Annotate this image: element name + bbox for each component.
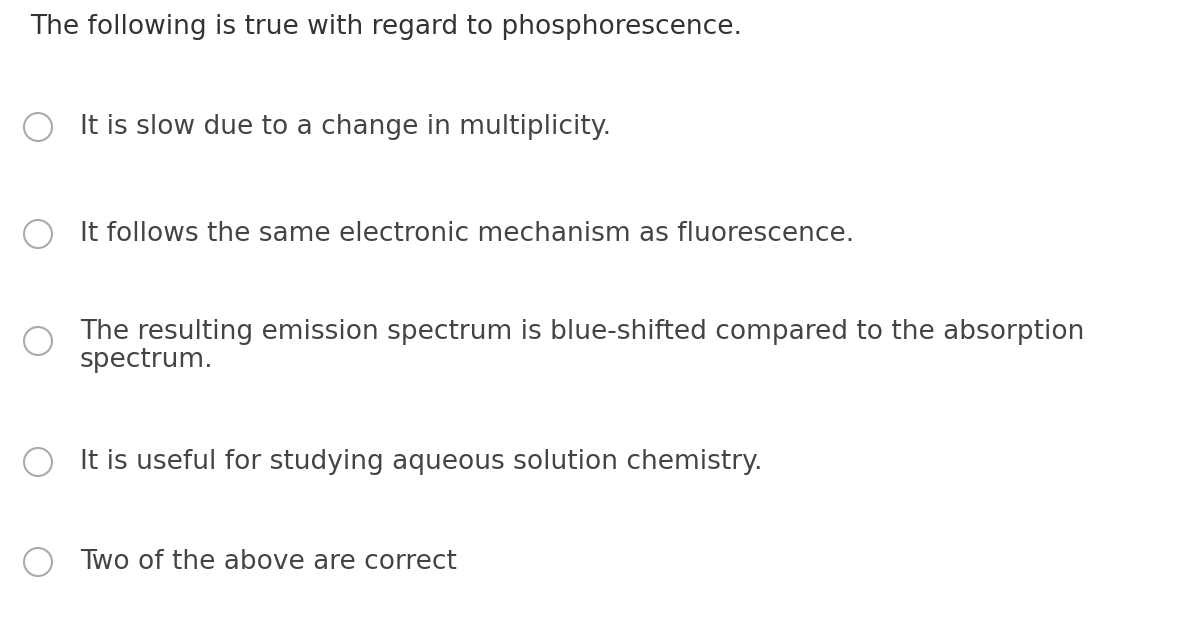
Ellipse shape — [24, 448, 52, 476]
Ellipse shape — [24, 327, 52, 355]
Ellipse shape — [24, 220, 52, 248]
Text: The resulting emission spectrum is blue-shifted compared to the absorption: The resulting emission spectrum is blue-… — [80, 319, 1085, 345]
Text: Two of the above are correct: Two of the above are correct — [80, 549, 457, 575]
Text: It is slow due to a change in multiplicity.: It is slow due to a change in multiplici… — [80, 114, 611, 140]
Text: The following is true with regard to phosphorescence.: The following is true with regard to pho… — [30, 14, 742, 40]
Text: It is useful for studying aqueous solution chemistry.: It is useful for studying aqueous soluti… — [80, 449, 762, 475]
Text: It follows the same electronic mechanism as fluorescence.: It follows the same electronic mechanism… — [80, 221, 854, 247]
Ellipse shape — [24, 113, 52, 141]
Ellipse shape — [24, 548, 52, 576]
Text: spectrum.: spectrum. — [80, 347, 214, 373]
